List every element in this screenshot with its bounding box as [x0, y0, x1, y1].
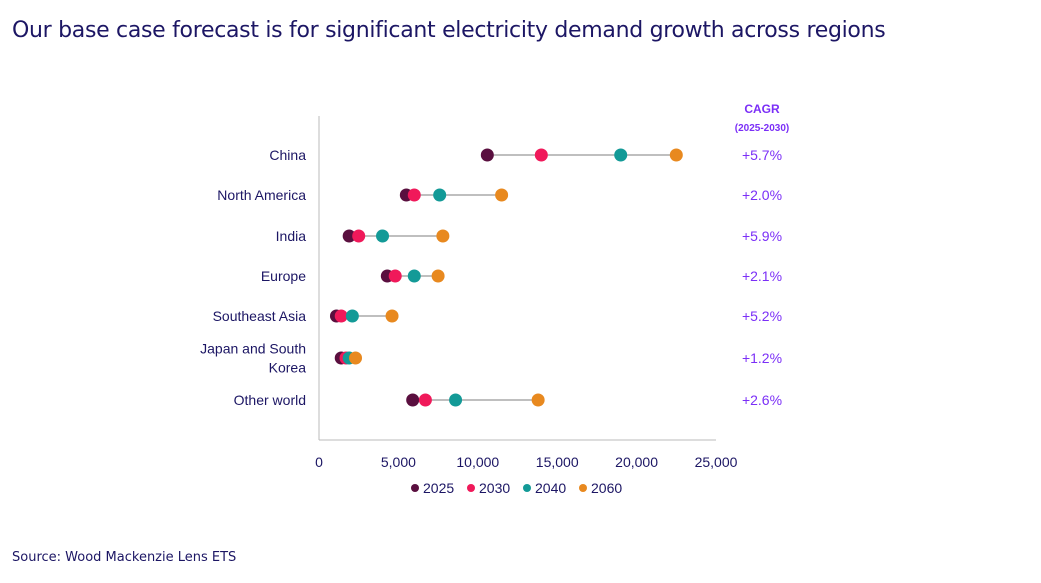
x-tick-label: 0: [315, 454, 323, 470]
cagr-value: +2.1%: [742, 268, 782, 284]
dot-2060: [349, 351, 363, 365]
dot-2040: [614, 148, 628, 162]
dot-2060: [669, 148, 683, 162]
legend-label: 2040: [535, 480, 566, 496]
cagr-value: +2.6%: [742, 392, 782, 408]
dot-2025: [342, 229, 356, 243]
dot-2030: [407, 188, 421, 202]
legend-label: 2030: [479, 480, 510, 496]
category-label: Japan and South: [200, 341, 306, 357]
cagr-value: +1.2%: [742, 350, 782, 366]
category-label: Southeast Asia: [213, 308, 307, 324]
cagr-subheader: (2025-2030): [735, 123, 789, 134]
cagr-value: +2.0%: [742, 187, 782, 203]
dot-2030: [418, 393, 432, 407]
dot-2025: [480, 148, 494, 162]
legend-marker-2060: [579, 484, 587, 492]
x-tick-label: 5,000: [381, 454, 416, 470]
category-label: Korea: [269, 360, 307, 376]
cagr-header: CAGR: [744, 102, 780, 116]
legend-marker-2040: [523, 484, 531, 492]
dot-2025: [406, 393, 420, 407]
legend-label: 2025: [423, 480, 454, 496]
x-tick-label: 25,000: [695, 454, 738, 470]
legend-marker-2025: [411, 484, 419, 492]
page-title: Our base case forecast is for significan…: [12, 18, 886, 43]
dot-2040: [433, 188, 447, 202]
category-label: China: [269, 147, 306, 163]
x-tick-label: 15,000: [536, 454, 579, 470]
dot-2040: [345, 309, 359, 323]
dot-2040: [449, 393, 463, 407]
dot-2030: [388, 269, 402, 283]
dot-2060: [436, 229, 450, 243]
legend-marker-2030: [467, 484, 475, 492]
category-label: Europe: [261, 268, 306, 284]
legend-label: 2060: [591, 480, 622, 496]
dot-2030: [352, 229, 366, 243]
category-label: India: [276, 228, 307, 244]
category-label: Other world: [234, 392, 306, 408]
dot-2030: [534, 148, 548, 162]
dot-2040: [407, 269, 421, 283]
dot-2060: [531, 393, 545, 407]
cagr-value: +5.7%: [742, 147, 782, 163]
x-tick-label: 10,000: [456, 454, 499, 470]
cagr-value: +5.2%: [742, 308, 782, 324]
category-label: North America: [217, 187, 306, 203]
dot-2060: [431, 269, 445, 283]
x-tick-label: 20,000: [615, 454, 658, 470]
cagr-value: +5.9%: [742, 228, 782, 244]
dot-2030: [334, 309, 348, 323]
dot-2060: [385, 309, 399, 323]
source-note: Source: Wood Mackenzie Lens ETS: [12, 550, 237, 565]
dot-2040: [376, 229, 390, 243]
dot-2060: [495, 188, 509, 202]
